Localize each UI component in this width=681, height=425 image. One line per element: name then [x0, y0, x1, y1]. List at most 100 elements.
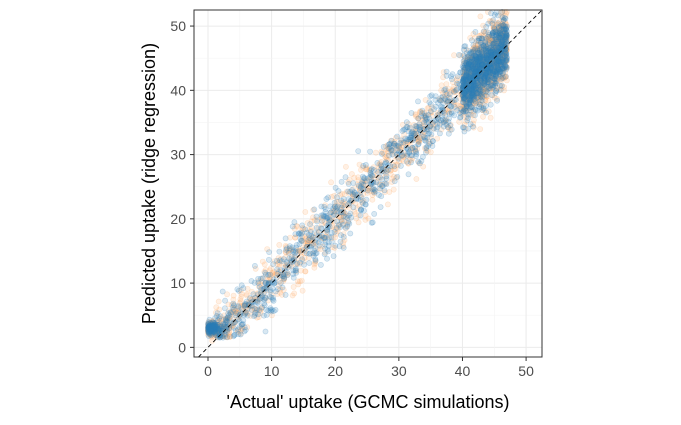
data-point: [351, 174, 358, 181]
data-point: [319, 235, 326, 241]
data-point: [478, 82, 485, 89]
data-point: [446, 109, 452, 116]
data-point: [385, 148, 392, 155]
data-point: [470, 59, 477, 65]
data-point: [489, 49, 495, 56]
data-point: [247, 312, 254, 319]
data-point: [209, 327, 216, 334]
data-point: [464, 87, 471, 94]
data-point: [460, 84, 466, 91]
data-point: [480, 33, 486, 39]
data-point: [274, 266, 280, 273]
data-point: [247, 295, 253, 302]
data-point: [472, 28, 479, 35]
x-tick-label: 50: [518, 363, 534, 379]
data-point: [220, 320, 227, 327]
data-point: [472, 70, 479, 77]
data-point: [476, 92, 483, 99]
data-point: [497, 26, 504, 33]
data-point: [408, 137, 415, 144]
data-point: [208, 325, 215, 332]
data-point: [206, 321, 213, 328]
data-point: [421, 145, 428, 151]
data-point: [464, 117, 471, 124]
data-point: [335, 188, 342, 194]
data-point: [483, 93, 490, 100]
data-point: [464, 71, 471, 78]
data-point: [235, 303, 241, 309]
data-point: [446, 106, 453, 113]
data-point: [405, 138, 411, 145]
data-point: [208, 325, 214, 332]
data-point: [352, 210, 359, 217]
data-point: [388, 137, 394, 144]
data-point: [295, 249, 302, 256]
data-point: [238, 323, 245, 330]
data-point: [233, 305, 240, 312]
data-point: [461, 92, 468, 99]
data-point: [301, 261, 307, 268]
data-point: [394, 173, 401, 180]
data-point: [237, 331, 244, 338]
data-point: [311, 247, 318, 254]
data-point: [401, 131, 408, 138]
data-point: [497, 55, 504, 62]
data-point: [482, 77, 489, 83]
data-point: [206, 324, 213, 331]
data-point: [206, 327, 213, 334]
data-point: [404, 139, 410, 146]
data-point: [405, 171, 412, 178]
data-point: [456, 80, 462, 87]
data-point: [497, 82, 503, 89]
data-point: [345, 212, 351, 219]
data-point: [469, 92, 476, 99]
data-point: [469, 93, 476, 99]
data-point: [266, 249, 272, 255]
data-point: [427, 149, 434, 155]
data-point: [215, 329, 222, 336]
data-point: [282, 291, 289, 298]
x-tick-label: 20: [327, 363, 343, 379]
data-point: [298, 267, 304, 274]
data-point: [504, 32, 510, 39]
data-point: [340, 196, 347, 202]
data-point: [499, 65, 505, 72]
data-point: [409, 145, 416, 151]
data-point: [377, 186, 384, 193]
data-point: [416, 134, 423, 141]
data-point: [392, 142, 399, 149]
data-point: [496, 30, 503, 36]
data-point: [465, 86, 472, 93]
data-point: [483, 64, 490, 71]
data-point: [496, 31, 503, 38]
data-point: [486, 70, 493, 76]
data-point: [484, 68, 491, 74]
data-point: [487, 66, 494, 73]
data-point: [423, 147, 430, 154]
data-point: [237, 296, 244, 303]
data-point: [497, 58, 504, 65]
data-point: [328, 233, 335, 240]
data-point: [207, 326, 214, 333]
data-point: [472, 70, 478, 77]
data-point: [251, 262, 258, 269]
data-point: [427, 101, 434, 108]
data-point: [221, 331, 228, 338]
data-point: [226, 314, 233, 321]
data-point: [474, 58, 481, 65]
data-point: [449, 79, 456, 86]
data-point: [497, 23, 504, 29]
data-point: [312, 257, 319, 264]
data-point: [215, 328, 222, 335]
data-point: [363, 178, 370, 185]
data-point: [479, 87, 485, 93]
data-point: [382, 170, 389, 177]
data-point: [309, 235, 316, 241]
data-point: [499, 22, 506, 29]
data-point: [488, 50, 495, 57]
data-point: [328, 209, 334, 216]
data-point: [348, 171, 355, 177]
data-point: [219, 288, 226, 295]
data-point: [462, 43, 469, 49]
data-point: [407, 145, 414, 152]
